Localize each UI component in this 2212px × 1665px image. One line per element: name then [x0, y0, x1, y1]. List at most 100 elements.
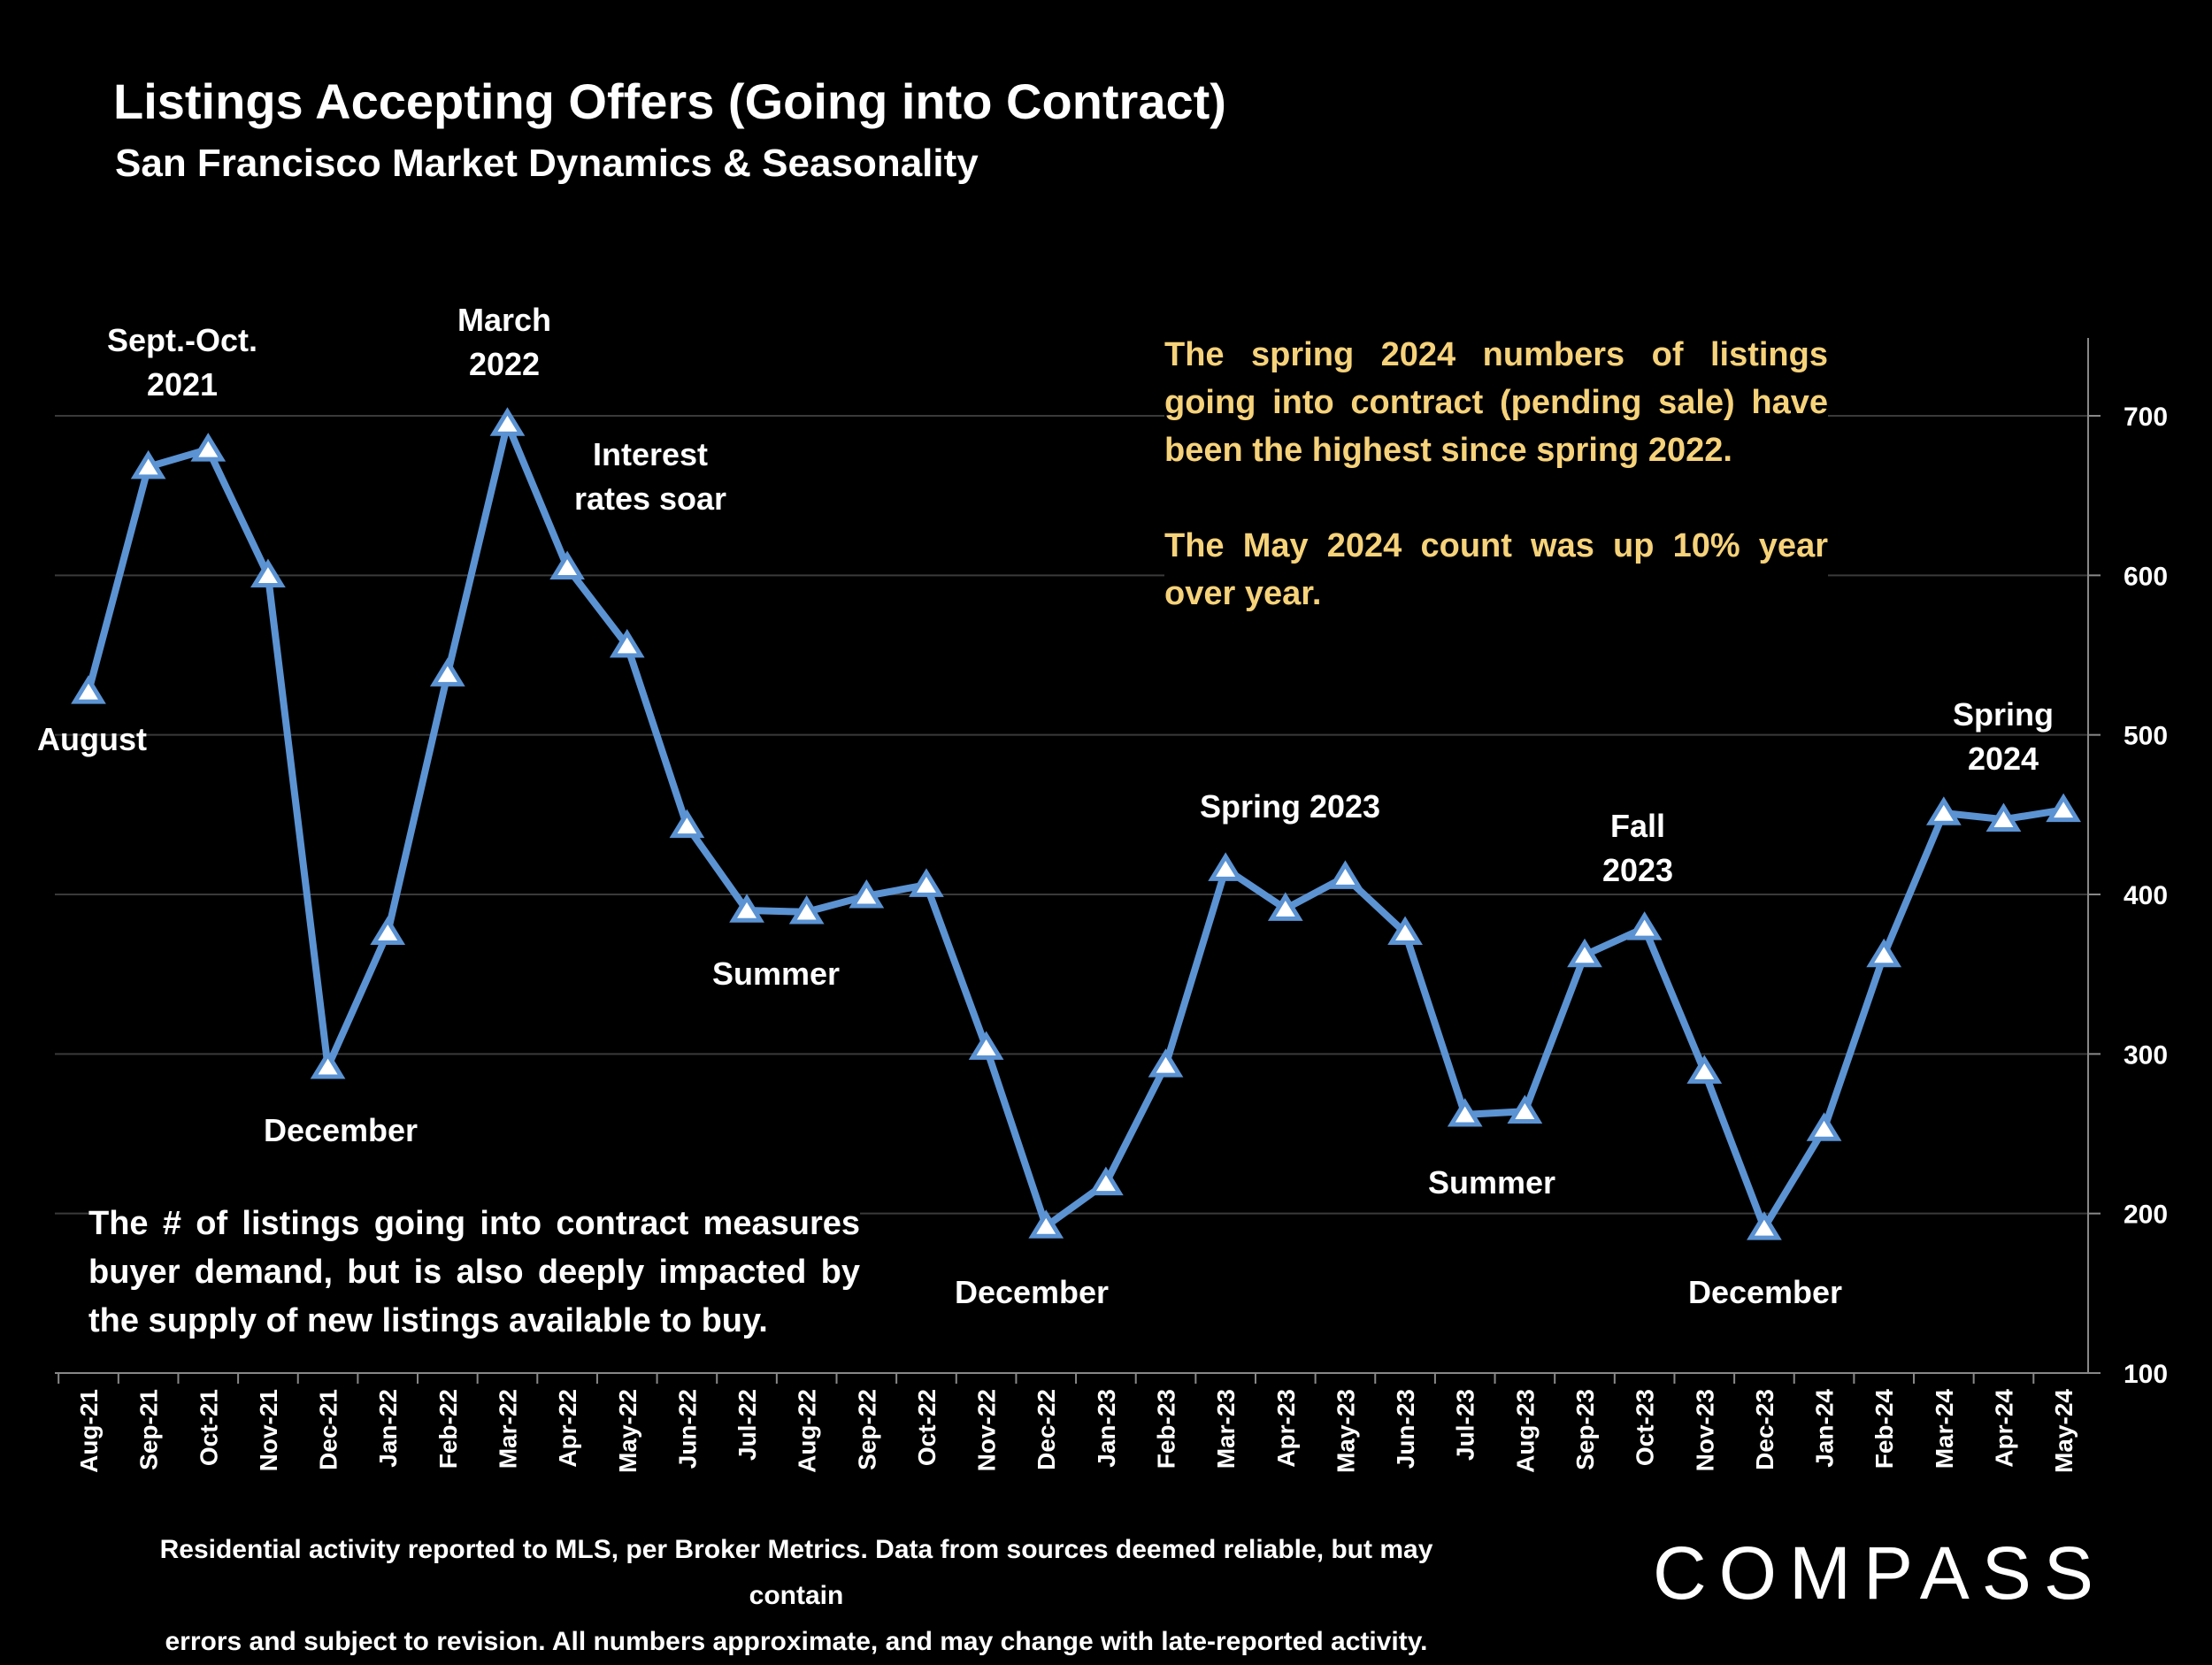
x-tick-label: May-23 — [1332, 1389, 1359, 1473]
x-tick-label: Sep-23 — [1571, 1389, 1599, 1470]
data-point — [549, 550, 585, 580]
data-point — [1148, 1048, 1184, 1078]
data-point — [1208, 852, 1244, 881]
data-point — [250, 558, 286, 588]
data-point — [489, 407, 526, 436]
series-line — [85, 420, 2068, 1231]
x-tick-label: Jul-22 — [733, 1389, 761, 1461]
x-tick-label: Jan-22 — [374, 1389, 402, 1468]
x-tick-label: Mar-24 — [1931, 1389, 1958, 1469]
y-tick-label: 200 — [2124, 1201, 2168, 1230]
note-highlight-p2: The May 2024 count was up 10% year over … — [1164, 527, 1828, 612]
x-tick-label: Jan-23 — [1093, 1389, 1120, 1468]
data-point — [669, 809, 705, 839]
annotation-label: December — [264, 1112, 418, 1148]
data-point — [71, 675, 106, 704]
y-tick-label: 700 — [2124, 403, 2168, 432]
data-point — [1806, 1112, 1842, 1141]
y-tick-label: 100 — [2124, 1360, 2168, 1389]
x-tick-label: Apr-24 — [1990, 1389, 2017, 1468]
axes: 100 200 300 400 500 600 700 Aug-21 Sep-21 Oct-21 N… — [55, 338, 2168, 1473]
annotation-label: December — [955, 1274, 1109, 1310]
y-tick-label: 300 — [2124, 1040, 2168, 1070]
data-point — [310, 1049, 346, 1079]
chart-subtitle: San Francisco Market Dynamics & Seasonal… — [115, 142, 979, 185]
x-tick-label: Nov-23 — [1691, 1389, 1718, 1471]
note-highlight-p1: The spring 2024 numbers of listings goin… — [1164, 336, 1828, 469]
x-tick-label: Nov-21 — [255, 1389, 282, 1471]
x-tick-label: Apr-22 — [554, 1389, 581, 1468]
data-point — [849, 879, 885, 909]
data-point — [1747, 1211, 1782, 1240]
data-point — [909, 868, 944, 897]
data-point — [788, 895, 825, 925]
annotation-label: March 2022 — [457, 302, 551, 382]
x-tick-label: Dec-21 — [315, 1389, 342, 1470]
data-point — [130, 449, 166, 480]
x-tick-label: May-22 — [614, 1389, 641, 1473]
data-point — [2046, 793, 2081, 823]
data-point — [1447, 1098, 1483, 1127]
x-tick-label: Sep-21 — [135, 1389, 163, 1470]
data-point — [1626, 911, 1663, 940]
x-tick-label: Aug-21 — [75, 1389, 103, 1473]
annotation-label: December — [1688, 1274, 1842, 1310]
x-tick-label: Jul-23 — [1452, 1389, 1479, 1461]
data-point — [1028, 1209, 1064, 1239]
data-point — [190, 433, 227, 462]
x-tick-label: Jun-22 — [673, 1389, 701, 1469]
data-point — [729, 894, 764, 923]
annotation-label: Spring 2024 — [1953, 696, 2054, 777]
footer-line-2: errors and subject to revision. All numb… — [165, 1627, 1428, 1656]
x-tick-label: Mar-22 — [494, 1389, 521, 1469]
x-tick-label: May-24 — [2050, 1389, 2078, 1473]
footer-line-1: Residential activity reported to MLS, pe… — [159, 1535, 1433, 1610]
data-point — [1327, 860, 1363, 889]
data-point — [1686, 1055, 1723, 1084]
data-point — [609, 628, 645, 658]
annotation-label: Sept.-Oct. 2021 — [107, 322, 257, 403]
x-tick-label: Dec-23 — [1751, 1389, 1778, 1470]
x-tick-label: Nov-22 — [973, 1389, 1001, 1471]
data-point — [370, 916, 406, 945]
annotation-label: August — [37, 721, 147, 757]
data-point — [1567, 938, 1602, 968]
data-point — [1866, 938, 1902, 968]
data-point — [1507, 1094, 1543, 1124]
data-point — [429, 657, 465, 687]
data-point — [1985, 802, 2022, 832]
x-tick-label: Sep-22 — [853, 1389, 880, 1470]
data-point — [1088, 1166, 1124, 1196]
footer-disclaimer: Residential activity reported to MLS, pe… — [133, 1527, 1460, 1665]
annotation-label: Spring 2023 — [1200, 788, 1380, 825]
annotation-label: Interest rates soar — [574, 436, 726, 517]
data-point — [968, 1031, 1004, 1060]
compass-logo: COMPASS — [1653, 1531, 2106, 1615]
x-tick-label: Oct-21 — [195, 1389, 222, 1466]
note-highlight: The spring 2024 numbers of listings goin… — [1164, 329, 1828, 619]
annotation-label: Summer — [1428, 1164, 1555, 1201]
x-tick-label: Feb-23 — [1153, 1389, 1180, 1469]
annotations: August Sept.-Oct. 2021 December March 2022 Int… — [37, 302, 2054, 1310]
annotation-label: Fall 2023 — [1602, 808, 1673, 888]
data-point — [1267, 892, 1303, 921]
x-tick-label: Feb-24 — [1870, 1389, 1898, 1469]
x-tick-label: Mar-23 — [1212, 1389, 1240, 1469]
note-explanation: The # of listings going into contract me… — [88, 1200, 860, 1346]
x-tick-label: Feb-22 — [434, 1389, 462, 1469]
x-tick-label: Jan-24 — [1811, 1389, 1839, 1468]
x-tick-label: Apr-23 — [1272, 1389, 1300, 1468]
x-tick-label: Jun-23 — [1392, 1389, 1419, 1469]
chart-title: Listings Accepting Offers (Going into Co… — [113, 73, 1226, 129]
x-tick-label: Aug-22 — [794, 1389, 821, 1473]
series-listings — [71, 407, 2081, 1240]
data-point — [1387, 916, 1423, 945]
annotation-label: Summer — [712, 955, 840, 992]
data-point — [1925, 796, 1962, 825]
y-tick-label: 400 — [2124, 881, 2168, 910]
y-tick-label: 500 — [2124, 722, 2168, 751]
y-tick-label: 600 — [2124, 562, 2168, 591]
x-tick-label: Oct-23 — [1632, 1389, 1659, 1466]
x-tick-label: Oct-22 — [913, 1389, 941, 1466]
